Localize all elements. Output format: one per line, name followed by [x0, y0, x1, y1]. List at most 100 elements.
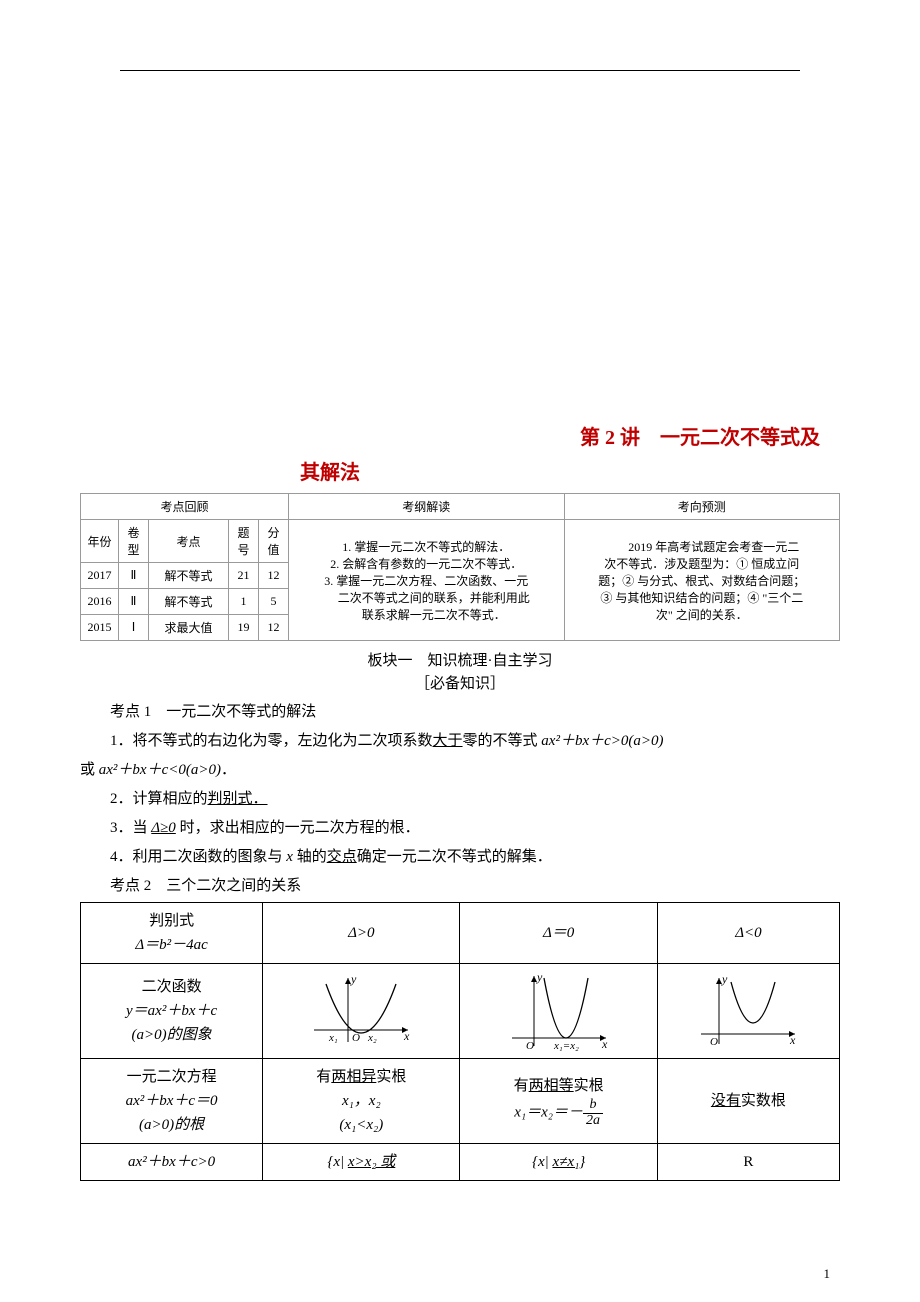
text: 有 — [316, 1069, 331, 1085]
col-header-qno: 题号 — [229, 520, 259, 563]
graph-one-root: y x O x₁=x₂ — [460, 964, 657, 1059]
cell-year: 2016 — [81, 589, 119, 615]
cell-point: 解不等式 — [149, 589, 229, 615]
cell-equation-label: 一元二次方程 ax²＋bx＋c＝0 (a>0)的根 — [81, 1059, 263, 1144]
text: 二次函数 — [142, 979, 202, 995]
col-header-forecast: 考向预测 — [564, 494, 839, 520]
svg-text:x: x — [789, 1033, 796, 1047]
underline-text: 判别式． — [208, 791, 268, 807]
math-var: x — [286, 849, 293, 865]
cell: {x| x>x₂ 或 — [263, 1144, 460, 1181]
underline-text: Δ≥0 — [151, 820, 176, 836]
cell-score: 12 — [259, 615, 289, 641]
syllabus-line: 3. 掌握一元二次方程、二次函数、一元 — [293, 572, 559, 589]
kao2-heading: 考点 2 三个二次之间的关系 — [80, 873, 840, 900]
parabola-icon: y x x₁ O x₂ — [306, 972, 416, 1050]
cell: Δ>0 — [263, 903, 460, 964]
three-two-table: 判别式 Δ＝b²－4ac Δ>0 Δ＝0 Δ<0 二次函数 y＝ax²＋bx＋c… — [80, 902, 840, 1181]
underline-text: 大于 — [433, 733, 463, 749]
math-expr: ax²＋bx＋c<0(a>0) — [99, 762, 221, 778]
text: 判别式 — [149, 913, 194, 929]
underline-text: 两相等 — [529, 1078, 574, 1094]
section-must: ［必备知识］ — [80, 672, 840, 693]
svg-text:y: y — [536, 970, 543, 984]
parabola-icon: y x O — [693, 972, 803, 1050]
text: 零的不等式 — [463, 733, 542, 749]
underline-text: 交点 — [327, 849, 357, 865]
cell-type: Ⅱ — [119, 589, 149, 615]
svg-text:y: y — [721, 972, 728, 986]
svg-text:O: O — [526, 1040, 534, 1052]
svg-text:x₂: x₂ — [367, 1032, 377, 1044]
syllabus-line: 联系求解一元二次不等式． — [293, 606, 559, 623]
cell-point: 求最大值 — [149, 615, 229, 641]
kao1-step1b: 或 ax²＋bx＋c<0(a>0)． — [80, 757, 840, 784]
cell-ineq: ax²＋bx＋c>0 — [81, 1144, 263, 1181]
lesson-title-line2: 其解法 — [80, 456, 840, 485]
text: 有 — [514, 1078, 529, 1094]
text: 确定一元二次不等式的解集． — [357, 849, 552, 865]
cell: {x| x≠x₁} — [460, 1144, 657, 1181]
math-expr: ax²＋bx＋c>0(a>0) — [541, 733, 663, 749]
fraction: b2a — [583, 1098, 603, 1128]
table-row: 二次函数 y＝ax²＋bx＋c (a>0)的图象 y x x₁ O x₂ — [81, 964, 840, 1059]
svg-text:y: y — [350, 972, 357, 986]
math-expr: (x₁<x₂) — [339, 1117, 383, 1133]
forecast-line: 2019 年高考试题定会考查一元二 — [569, 538, 835, 555]
text: 2．计算相应的 — [110, 791, 208, 807]
cell-qno: 19 — [229, 615, 259, 641]
cell-two-roots: 有两相异实根 x₁，x₂ (x₁<x₂) — [263, 1059, 460, 1144]
text: 轴的 — [293, 849, 327, 865]
svg-text:x₁: x₁ — [328, 1032, 338, 1044]
forecast-line: 次" 之间的关系． — [569, 606, 835, 623]
col-header-point: 考点 — [149, 520, 229, 563]
cell-no-roots: 没有实数根 — [657, 1059, 839, 1144]
text: {x| — [532, 1154, 553, 1170]
math-expr: (a>0)的图象 — [132, 1027, 212, 1043]
syllabus-line: 2. 会解含有参数的一元二次不等式． — [293, 555, 559, 572]
text: 4．利用二次函数的图象与 — [110, 849, 286, 865]
cell-type: Ⅱ — [119, 563, 149, 589]
syllabus-line: 二次不等式之间的联系，并能利用此 — [293, 589, 559, 606]
kao1-heading: 考点 1 一元二次不等式的解法 — [80, 699, 840, 726]
math-expr: y＝ax²＋bx＋c — [126, 1003, 217, 1019]
table-row: 判别式 Δ＝b²－4ac Δ>0 Δ＝0 Δ<0 — [81, 903, 840, 964]
underline-text: x>x₂ 或 — [348, 1154, 395, 1170]
col-header-syllabus: 考纲解读 — [289, 494, 564, 520]
underline-text: 两相异 — [331, 1069, 376, 1085]
kao1-step3: 3．当 Δ≥0 时，求出相应的一元二次方程的根． — [80, 815, 840, 842]
text: 实根 — [574, 1078, 604, 1094]
text: 1．将不等式的右边化为零，左边化为二次项系数 — [110, 733, 433, 749]
cell-function-label: 二次函数 y＝ax²＋bx＋c (a>0)的图象 — [81, 964, 263, 1059]
text: } — [579, 1154, 585, 1170]
forecast-line: 次不等式．涉及题型为：① 恒成立问 — [569, 555, 835, 572]
exam-overview-table: 考点回顾 考纲解读 考向预测 年份 卷型 考点 题号 分值 1. 掌握一元二次不… — [80, 493, 840, 641]
text: {x| — [327, 1154, 348, 1170]
syllabus-line: 1. 掌握一元二次不等式的解法． — [293, 538, 559, 555]
math-expr: x₁＝x₂＝－ — [514, 1104, 583, 1120]
page-number: 1 — [824, 1266, 831, 1282]
text: 3．当 — [110, 820, 151, 836]
text: 时，求出相应的一元二次方程的根． — [176, 820, 420, 836]
col-header-review: 考点回顾 — [81, 494, 289, 520]
syllabus-cell: 1. 掌握一元二次不等式的解法． 2. 会解含有参数的一元二次不等式． 3. 掌… — [289, 520, 564, 641]
cell-score: 5 — [259, 589, 289, 615]
svg-text:x: x — [601, 1037, 608, 1051]
parabola-icon: y x O x₁=x₂ — [504, 970, 614, 1052]
table-row: ax²＋bx＋c>0 {x| x>x₂ 或 {x| x≠x₁} R — [81, 1144, 840, 1181]
underline-text: x≠x₁ — [553, 1154, 580, 1170]
cell: Δ＝0 — [460, 903, 657, 964]
forecast-cell: 2019 年高考试题定会考查一元二 次不等式．涉及题型为：① 恒成立问 题；② … — [564, 520, 839, 641]
text: ． — [221, 762, 236, 778]
graph-no-root: y x O — [657, 964, 839, 1059]
svg-text:x: x — [403, 1029, 410, 1043]
lesson-title-line1: 第 2 讲 一元二次不等式及 — [80, 421, 840, 450]
section-block1: 板块一 知识梳理·自主学习 — [80, 649, 840, 670]
cell-score: 12 — [259, 563, 289, 589]
text: 一元二次方程 — [127, 1069, 217, 1085]
numerator: b — [583, 1098, 603, 1114]
cell-point: 解不等式 — [149, 563, 229, 589]
forecast-line: 题；② 与分式、根式、对数结合问题； — [569, 572, 835, 589]
cell-year: 2015 — [81, 615, 119, 641]
col-header-year: 年份 — [81, 520, 119, 563]
